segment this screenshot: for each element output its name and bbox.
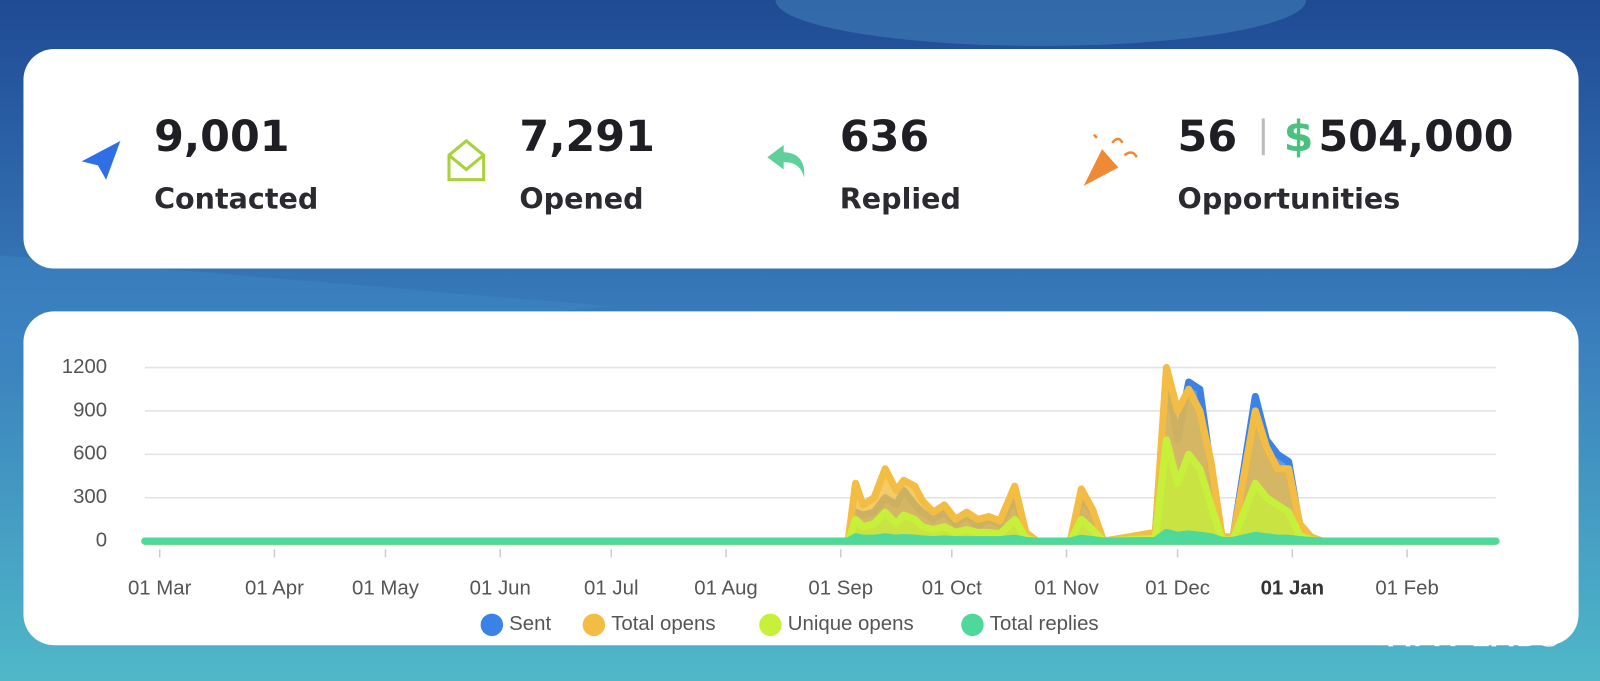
open-icon: [447, 138, 486, 182]
legend-label: Total opens: [611, 613, 715, 635]
x-tick-label: 01 May: [352, 577, 420, 599]
x-tick-label: 01 Aug: [694, 577, 758, 599]
send-icon: [81, 140, 121, 180]
legend-label: Sent: [509, 613, 551, 635]
stat-value: 9,001: [154, 112, 290, 162]
stat-value: 636: [840, 112, 929, 162]
stat-value: 7,291: [519, 112, 655, 162]
legend-swatch: [480, 613, 504, 637]
stat-label: Replied: [840, 181, 961, 215]
stat-amount: 504,000: [1318, 112, 1513, 162]
y-tick-label: 300: [73, 486, 107, 508]
reply-icon: [767, 144, 805, 178]
x-tick-label: 01 Mar: [128, 577, 192, 599]
x-tick-label: 01 Jul: [584, 577, 638, 599]
y-tick-label: 1200: [62, 356, 107, 378]
stats-card: [23, 49, 1579, 269]
bg-shape: [775, 0, 1307, 46]
legend-swatch: [759, 613, 782, 637]
legend-swatch: [961, 613, 984, 637]
x-tick-label: 01 Feb: [1375, 577, 1439, 599]
stat-label: Opportunities: [1178, 181, 1401, 215]
y-tick-label: 0: [96, 530, 107, 552]
y-tick-label: 900: [73, 399, 107, 421]
party-icon: [1092, 133, 1138, 158]
x-tick-label: 01 Dec: [1145, 577, 1210, 599]
party-icon: [1083, 149, 1119, 186]
stat-label: Contacted: [154, 181, 318, 215]
legend-label: Unique opens: [788, 613, 914, 635]
x-tick-label: 01 Jun: [470, 577, 531, 599]
x-tick-label: 01 Oct: [922, 577, 982, 599]
legend-label: Total replies: [990, 613, 1099, 635]
stat-currency: $: [1284, 112, 1314, 162]
y-tick-label: 600: [73, 443, 107, 465]
watermark: APX LABS: [1389, 618, 1562, 653]
stat-value: 56: [1178, 112, 1238, 162]
series-area: [141, 528, 1500, 545]
legend-swatch: [582, 613, 606, 637]
x-tick-label: 01 Nov: [1034, 577, 1099, 599]
x-tick-label: 01 Sep: [808, 577, 873, 599]
x-tick-label: 01 Jan: [1261, 577, 1325, 599]
stat-label: Opened: [519, 181, 643, 215]
x-tick-label: 01 Apr: [245, 577, 304, 599]
